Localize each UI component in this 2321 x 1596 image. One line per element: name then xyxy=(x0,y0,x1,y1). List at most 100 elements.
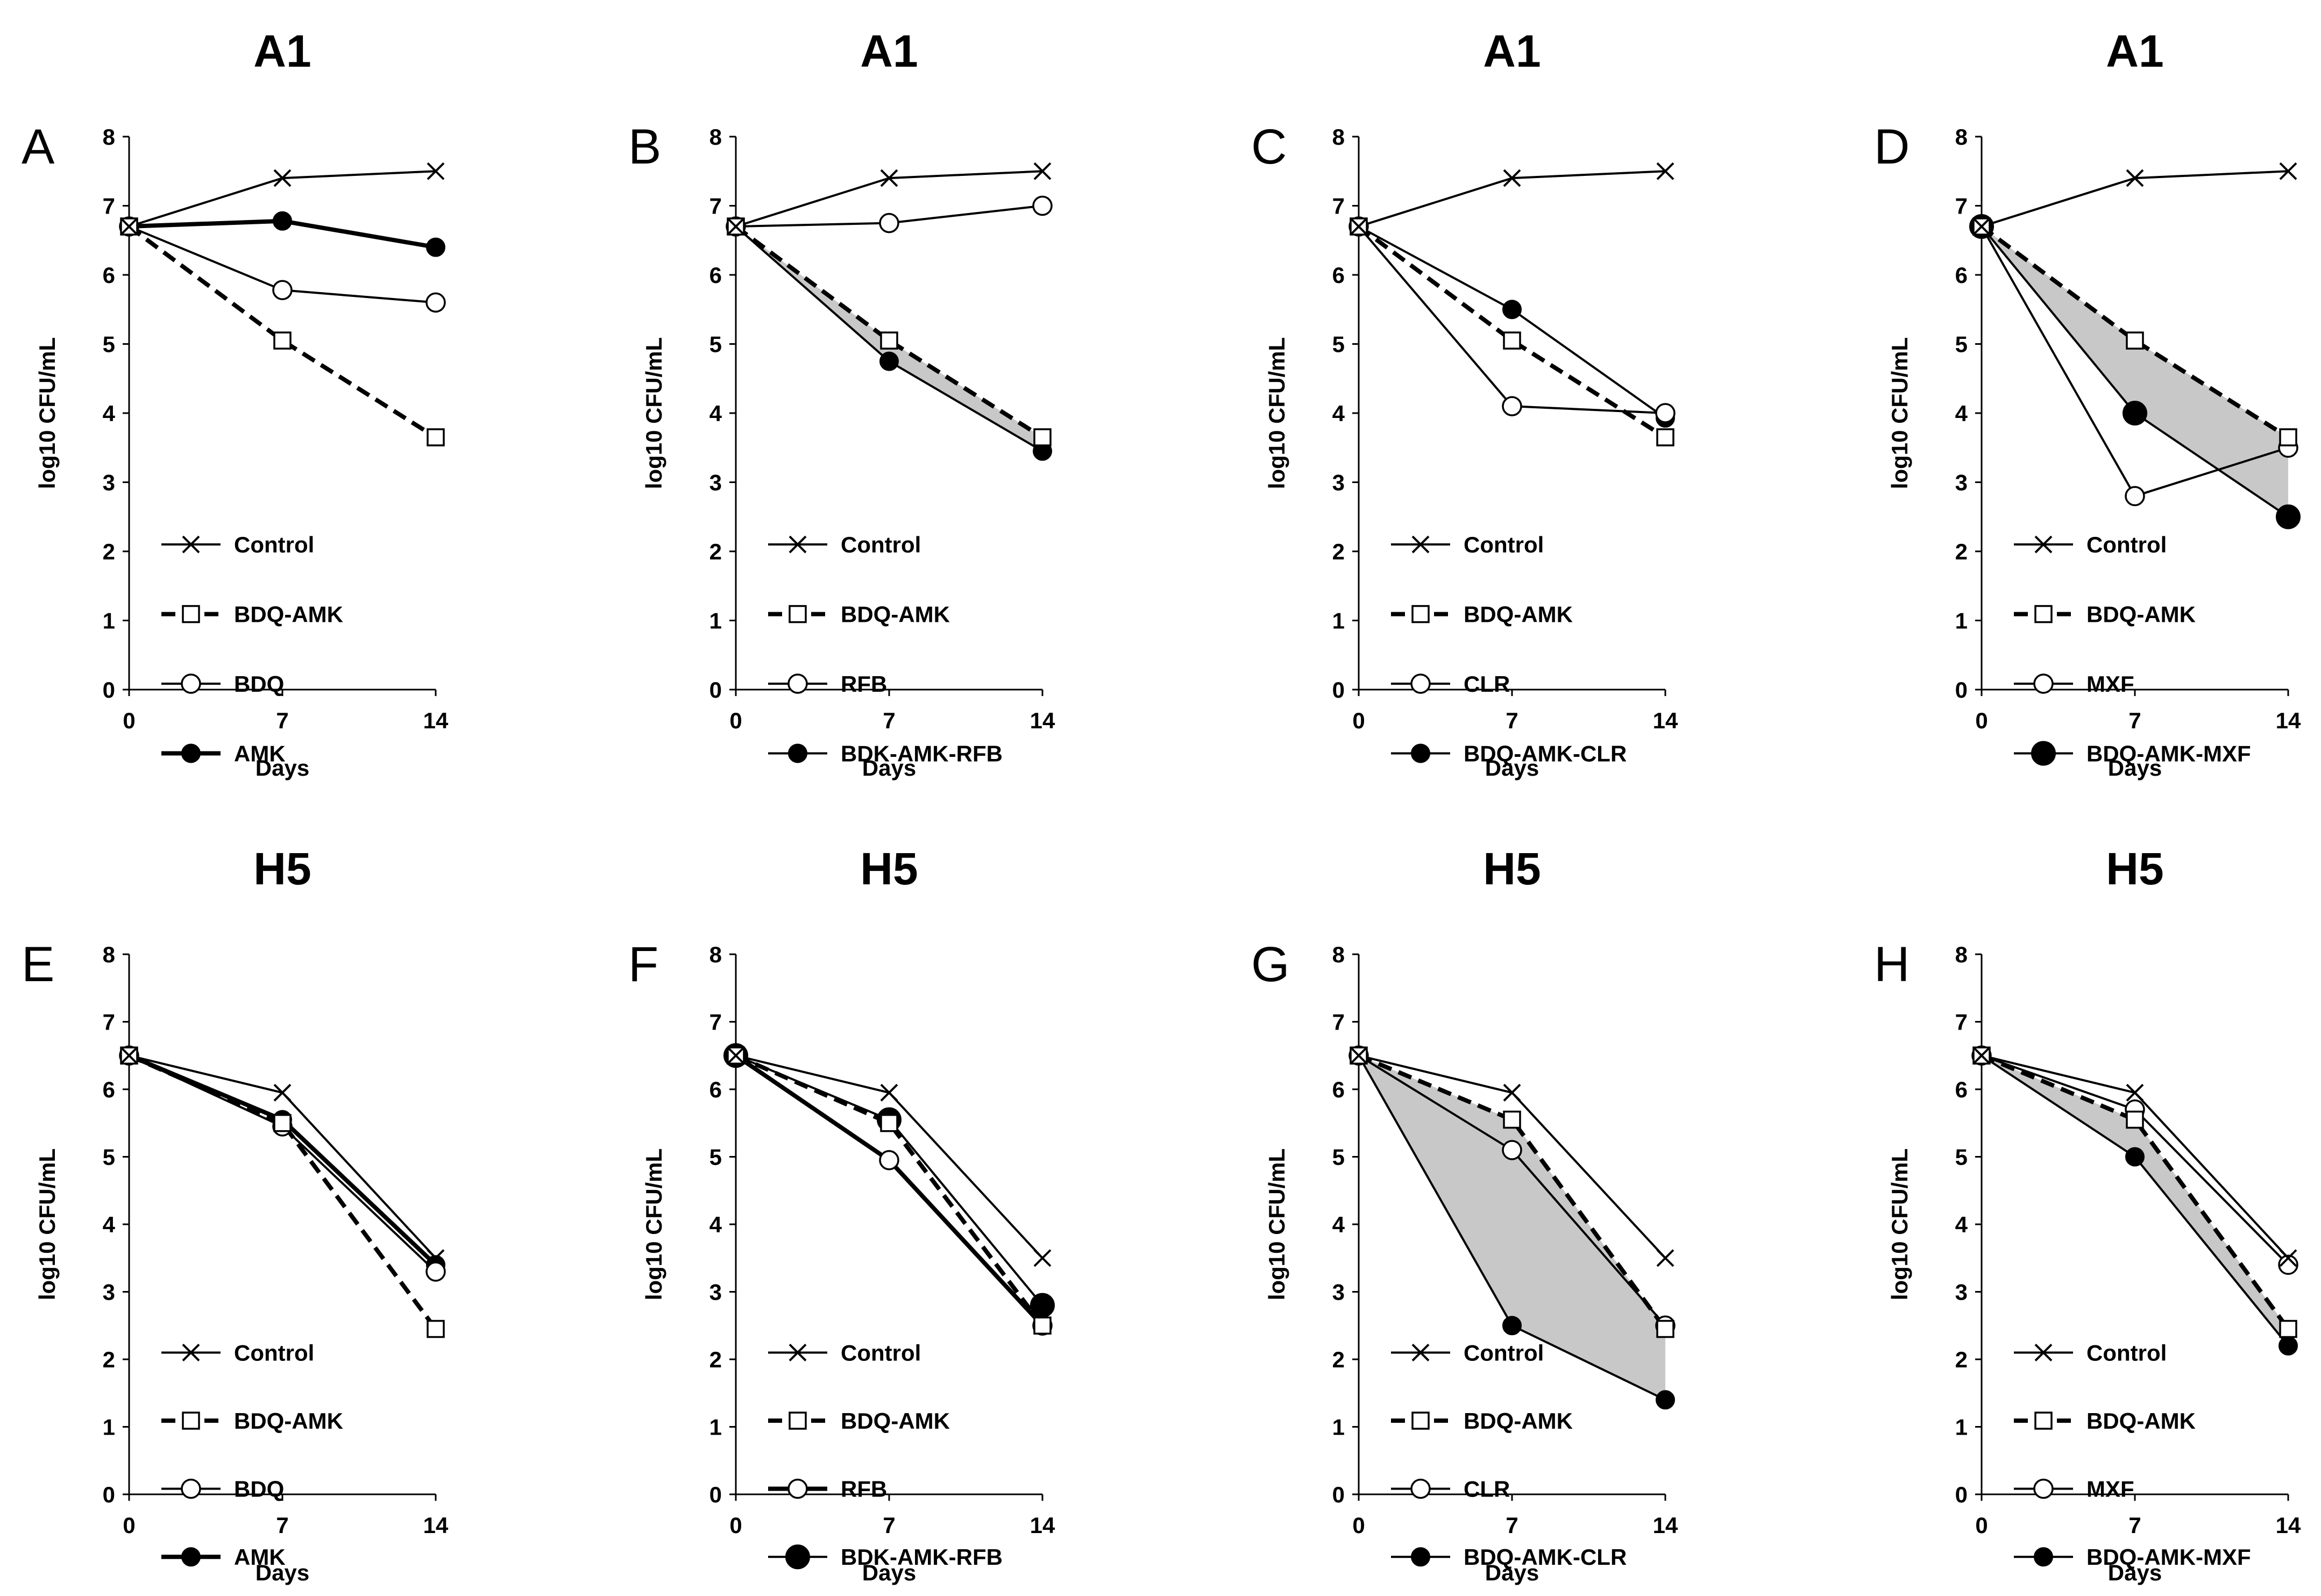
panel-e-y-label: log10 CFU/mL xyxy=(34,1148,60,1300)
panel-f-data-point xyxy=(727,1046,745,1065)
panel-e-legend-label: BDQ-AMK xyxy=(234,1408,343,1434)
panel-e-title: H5 xyxy=(253,843,311,894)
panel-g-legend-marker xyxy=(1411,1547,1430,1567)
panel-c-legend-marker xyxy=(1411,605,1430,623)
panel-d-series-line xyxy=(1980,224,2290,439)
panel-f-ytick-label: 1 xyxy=(709,1415,722,1440)
panel-a-title: A1 xyxy=(253,26,311,76)
panel-b-legend-label: BDQ-AMK xyxy=(841,602,950,627)
panel-b-legend-label: RFB xyxy=(841,671,887,697)
panel-d-ytick-label: 5 xyxy=(1955,332,1968,357)
panel-b-data-point xyxy=(880,331,898,350)
panel-b-title: A1 xyxy=(860,26,918,76)
panel-b: A1 B 0 1 2 3 4 5 6 7 8 0 7 14 Days log10 CFU/mL Control B… xyxy=(628,26,1055,781)
panel-b-data-point xyxy=(879,212,899,233)
panel-b-legend-label: Control xyxy=(841,532,921,557)
panel-c-letter: C xyxy=(1251,119,1287,174)
panel-c-title: A1 xyxy=(1483,26,1541,76)
panel-b-data-point xyxy=(727,217,745,236)
panel-h-series-line xyxy=(1981,1054,2289,1347)
panel-c-legend-label: BDQ-AMK xyxy=(1464,602,1573,627)
panel-a-ytick-label: 5 xyxy=(103,332,115,357)
panel-f-legend-label: RFB xyxy=(841,1477,887,1502)
panel-c-series-line xyxy=(1357,224,1667,439)
panel-a-legend-label: BDQ xyxy=(234,671,284,697)
panel-g-ytick-label: 4 xyxy=(1332,1212,1345,1237)
panel-h-data-point xyxy=(2278,1254,2298,1275)
panel-f-ytick-label: 0 xyxy=(709,1482,722,1507)
panel-d-ytick-label: 6 xyxy=(1955,263,1968,288)
panel-d-legend-label: Control xyxy=(2086,532,2167,557)
panel-f-legend-marker xyxy=(785,1544,810,1570)
panel-f-ytick-label: 4 xyxy=(709,1212,722,1237)
panel-g-legend-marker xyxy=(1411,1411,1430,1430)
panel-f-legend-label: BDK-AMK-RFB xyxy=(841,1544,1003,1570)
panel-d-legend-marker xyxy=(2033,673,2054,694)
panel-h-ytick-label: 2 xyxy=(1955,1347,1968,1372)
panel-b-data-point xyxy=(1032,195,1053,216)
panel-f-y-label: log10 CFU/mL xyxy=(641,1148,666,1300)
panel-h-ytick-label: 7 xyxy=(1955,1010,1968,1035)
panel-c-xtick-label: 0 xyxy=(1352,708,1365,733)
panel-e-data-point xyxy=(425,1261,446,1282)
panel-e-legend-marker xyxy=(182,1344,200,1361)
panel-b-data-point xyxy=(1033,162,1052,180)
panel-a-data-point xyxy=(120,217,138,236)
panel-c-data-point xyxy=(1656,162,1674,180)
panel-d-x-label: Days xyxy=(2108,755,2162,781)
panel-b-legend-marker xyxy=(789,535,807,554)
panel-f-legend-marker xyxy=(789,1344,807,1361)
panel-e-ytick-label: 2 xyxy=(103,1347,115,1372)
panel-a: A1 A 0 1 2 3 4 5 6 7 8 0 7 14 Days log10 CFU/mL Control B… xyxy=(22,26,449,781)
panel-b-legend-marker xyxy=(788,743,807,763)
panel-g-letter: G xyxy=(1251,937,1290,992)
panel-a-data-point xyxy=(273,331,292,350)
panel-f-data-point xyxy=(880,1114,898,1132)
panel-h-shaded-area xyxy=(1982,1055,2288,1346)
panel-g-legend-label: Control xyxy=(1464,1340,1544,1365)
panel-e-xtick-label: 0 xyxy=(123,1513,135,1538)
panel-f-letter: F xyxy=(628,937,658,992)
panel-h-ytick-label: 6 xyxy=(1955,1077,1968,1102)
panel-h-data-point xyxy=(2125,1147,2145,1167)
panel-e-ytick-label: 8 xyxy=(103,942,115,967)
panel-h-data-point xyxy=(1972,1046,1991,1065)
panel-f-legend-label: BDQ-AMK xyxy=(841,1408,950,1434)
panel-d-data-point xyxy=(2125,486,2145,506)
panel-d-legend-marker xyxy=(2034,535,2053,554)
panel-a-legend-marker xyxy=(181,743,201,763)
panel-d-shaded-area xyxy=(1982,226,2288,517)
panel-b-xtick-label: 7 xyxy=(883,708,895,733)
panel-e-xtick-label: 14 xyxy=(423,1513,449,1538)
panel-e-data-point xyxy=(273,1083,292,1102)
panel-a-legend-marker xyxy=(181,673,201,694)
panel-e: H5 E 0 1 2 3 4 5 6 7 8 0 7 14 Days log10 CFU/mL Control B… xyxy=(22,843,449,1585)
panel-c-ytick-label: 3 xyxy=(1332,470,1345,495)
panel-e-legend-marker xyxy=(181,1478,201,1499)
panel-g-data-point xyxy=(1502,1140,1522,1160)
panel-a-ytick-label: 3 xyxy=(103,470,115,495)
panel-f-series-line xyxy=(735,1053,1045,1327)
panel-f-ytick-label: 7 xyxy=(709,1010,722,1035)
panel-e-data-point xyxy=(273,1114,292,1132)
panel-b-data-point xyxy=(1033,428,1052,446)
panel-a-legend-label: AMK xyxy=(234,741,286,766)
panel-h-data-point xyxy=(2126,1110,2144,1129)
panel-b-legend-marker xyxy=(789,605,807,623)
panel-e-series-line xyxy=(129,1054,437,1273)
panel-d-ytick-label: 3 xyxy=(1955,470,1968,495)
panel-d-data-point xyxy=(2123,401,2147,425)
panel-d-ytick-label: 8 xyxy=(1955,124,1968,150)
panel-b-ytick-label: 2 xyxy=(709,539,722,564)
panel-b-data-point xyxy=(879,351,899,371)
panel-c-ytick-label: 8 xyxy=(1332,124,1345,150)
panel-e-x-label: Days xyxy=(255,1560,309,1585)
panel-c-series-line xyxy=(1358,225,1666,419)
panel-b-legend-marker xyxy=(787,673,808,694)
panel-c-data-point xyxy=(1656,428,1674,446)
panel-a-xtick-label: 0 xyxy=(123,708,135,733)
panel-a-legend-marker xyxy=(182,535,200,554)
panel-d-xtick-label: 7 xyxy=(2128,708,2141,733)
panel-f-legend-label: Control xyxy=(841,1340,921,1365)
panel-g-legend-label: BDQ-AMK-CLR xyxy=(1464,1544,1627,1570)
